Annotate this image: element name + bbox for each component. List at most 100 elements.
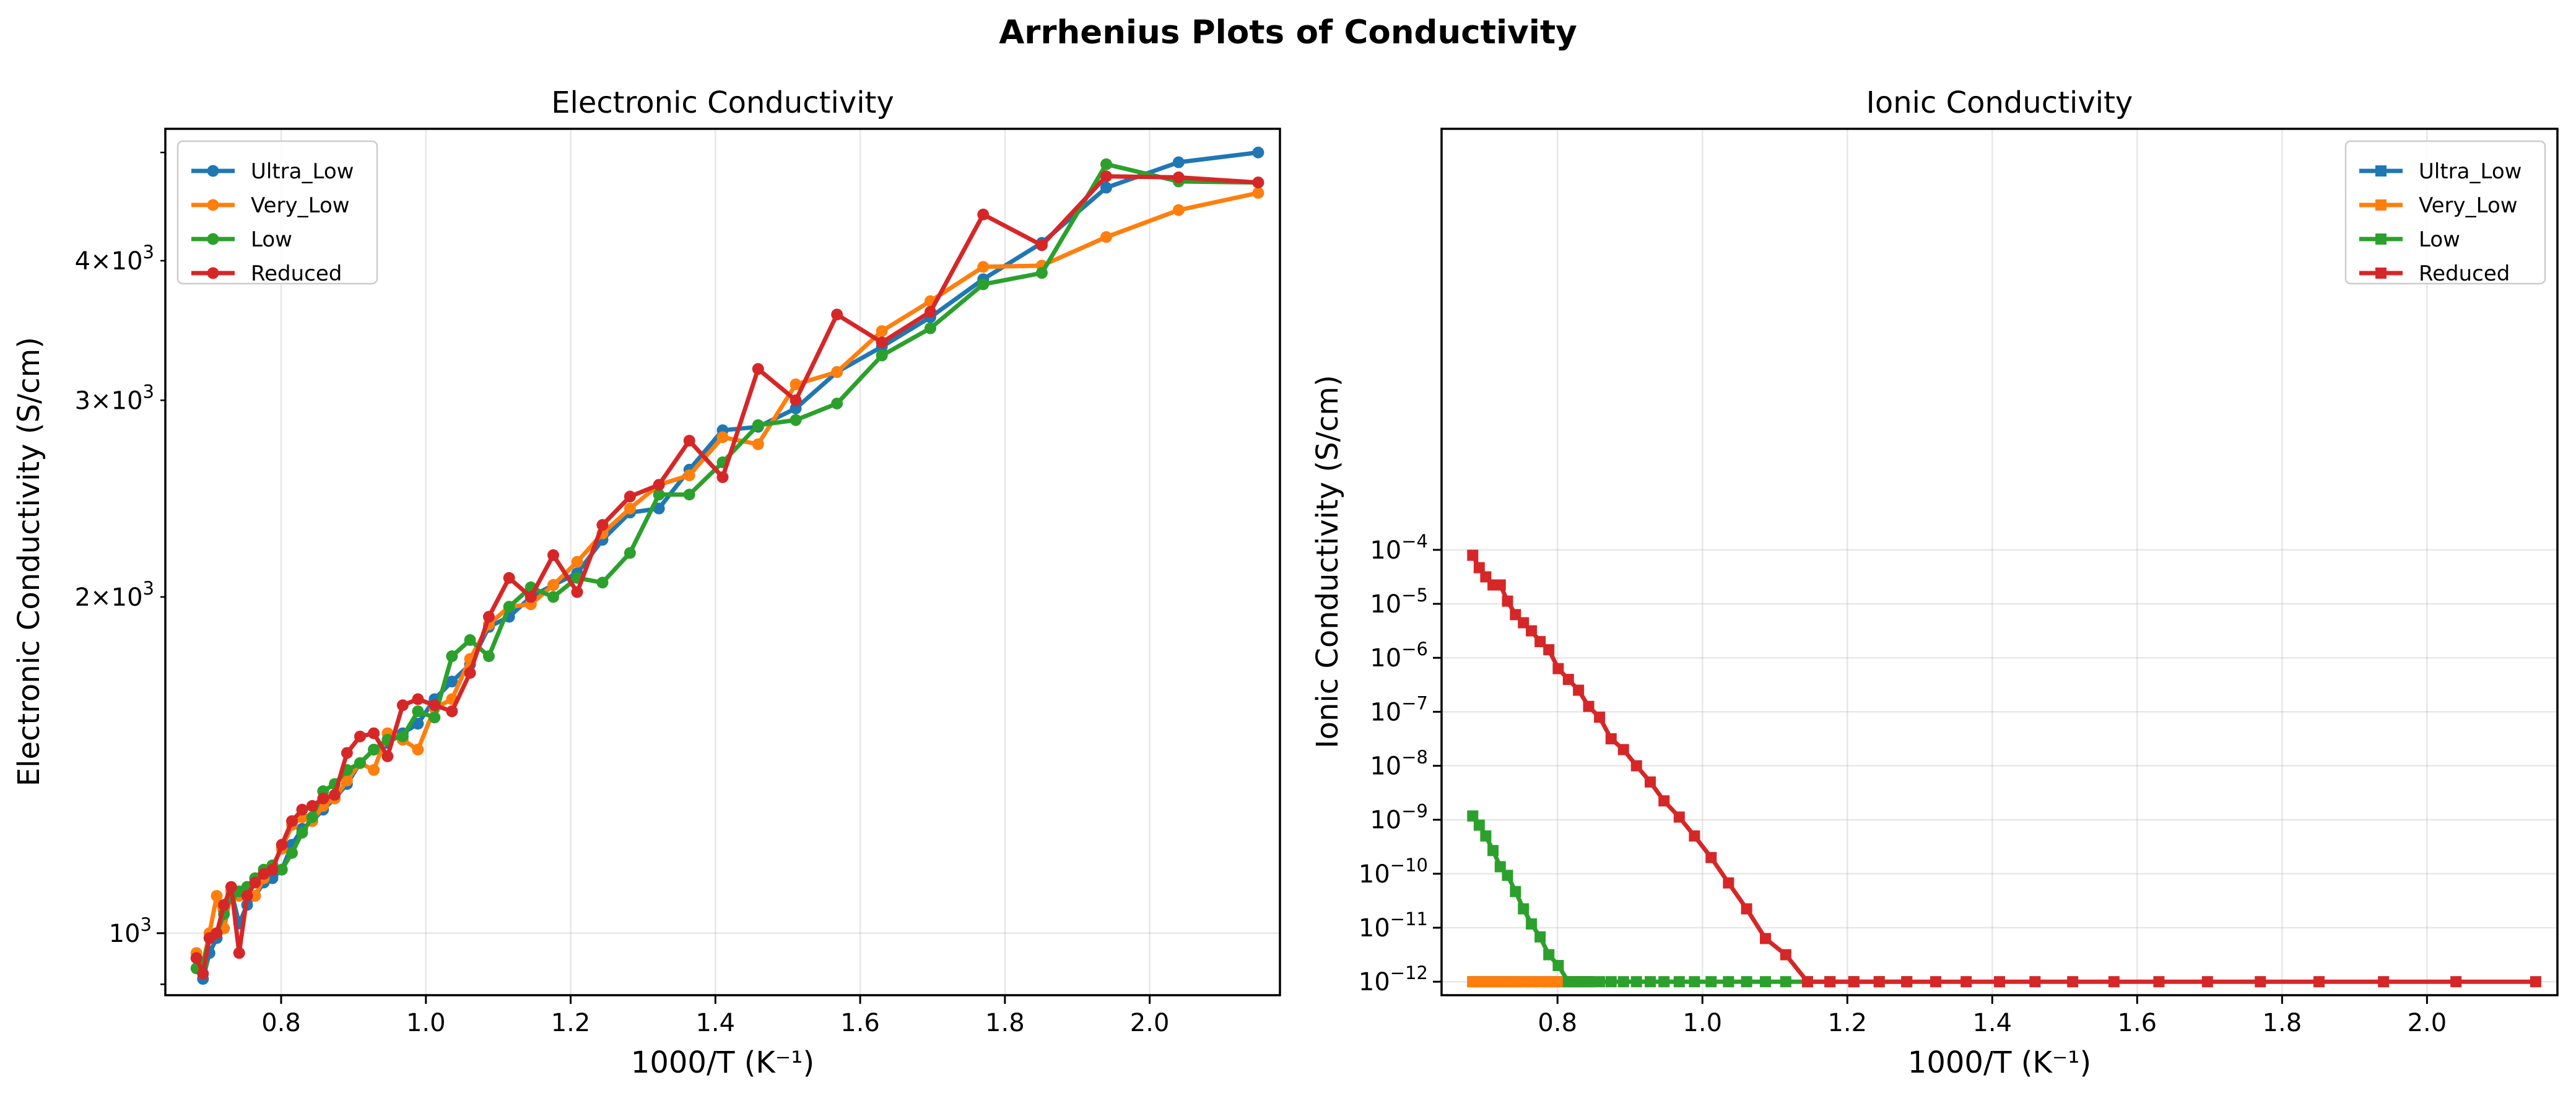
electronic-point-very-low (683, 469, 695, 482)
electronic-legend-marker-low (207, 233, 219, 245)
electronic-point-low (752, 419, 764, 432)
electronic-point-reduced (446, 705, 458, 718)
ionic-x-tick-label: 0.8 (1538, 1009, 1577, 1037)
ionic-point-reduced (1494, 579, 1506, 591)
electronic-point-low (624, 547, 636, 559)
ionic-point-reduced (1526, 625, 1538, 637)
electronic-point-reduced (218, 899, 230, 911)
ionic-point-reduced (2378, 976, 2390, 988)
ionic-point-reduced (2067, 976, 2079, 988)
electronic-point-very-low (571, 556, 583, 568)
electronic-point-reduced (977, 208, 990, 220)
ionic-point-reduced (1673, 811, 1685, 823)
electronic-y-minor-tick-label: 3×103 (75, 381, 154, 415)
electronic-y-tick-label: 103 (109, 914, 152, 948)
electronic-point-reduced (241, 890, 253, 902)
ionic-point-reduced (1543, 644, 1555, 656)
electronic-point-reduced (752, 363, 764, 375)
ionic-point-reduced (2153, 976, 2165, 988)
electronic-point-ultra-low (1172, 156, 1185, 168)
ionic-legend-marker-reduced (2375, 268, 2387, 279)
electronic-legend-marker-reduced (207, 267, 219, 279)
figure-title: Arrhenius Plots of Conductivity (999, 14, 1577, 51)
electronic-point-reduced (412, 693, 424, 705)
electronic-point-reduced (624, 490, 636, 503)
ionic-point-reduced (1873, 976, 1885, 988)
electronic-point-reduced (233, 947, 245, 959)
ionic-point-reduced (1801, 976, 1813, 988)
ionic-x-tick-label: 1.2 (1827, 1009, 1867, 1037)
ionic-point-reduced (1848, 976, 1860, 988)
ionic-point-reduced (1723, 877, 1734, 889)
electronic-point-reduced (503, 572, 515, 584)
electronic-point-reduced (1252, 176, 1264, 189)
ionic-point-reduced (1502, 595, 1513, 607)
ionic-point-very-low (1526, 976, 1538, 988)
electronic-point-reduced (381, 750, 394, 762)
electronic-point-very-low (341, 774, 353, 786)
ionic-point-low (1583, 976, 1595, 988)
ionic-x-tick-label: 1.6 (2118, 1009, 2157, 1037)
electronic-point-very-low (876, 325, 888, 338)
electronic-point-reduced (211, 927, 223, 939)
electronic-line-very-low (194, 191, 1259, 965)
ionic-point-reduced (2201, 976, 2213, 988)
electronic-point-reduced (329, 788, 341, 801)
electronic-point-reduced (225, 881, 237, 893)
ionic-y-tick-label: 10−4 (1370, 531, 1428, 565)
electronic-line-low (195, 162, 1258, 970)
electronic-point-very-low (1100, 231, 1112, 243)
electronic-point-very-low (716, 431, 729, 443)
ionic-conductivity-plot: Ionic Conductivity 0.8 1.0 1.2 1.4 1.6 1.8 2.0… (1310, 85, 2559, 1080)
electronic-point-low (876, 349, 888, 362)
electronic-point-ultra-low (266, 872, 279, 884)
electronic-x-tick-label: 1.6 (840, 1009, 880, 1037)
ionic-point-reduced (2108, 976, 2120, 988)
electronic-point-reduced (683, 435, 695, 447)
electronic-point-reduced (276, 839, 288, 851)
electronic-point-low (286, 847, 298, 859)
electronic-point-ultra-low (446, 676, 458, 688)
electronic-point-reduced (1035, 239, 1048, 251)
electronic-point-reduced (482, 611, 495, 623)
ionic-legend-label-very-low: Very_Low (2419, 193, 2518, 218)
ionic-point-low (1573, 976, 1585, 988)
electronic-point-very-low (368, 764, 380, 776)
ionic-x-axis-label: 1000/T (K⁻¹) (1908, 1045, 2091, 1080)
ionic-point-low (1510, 886, 1521, 897)
ionic-point-reduced (1824, 976, 1836, 988)
ionic-point-reduced (1901, 976, 1913, 988)
electronic-conductivity-plot: Electronic Conductivity 0.8 1.0 1.2 1.4 1.6 1… (12, 85, 1281, 1080)
electronic-point-low (547, 591, 559, 603)
electronic-grid (165, 129, 1280, 995)
electronic-point-reduced (368, 727, 380, 739)
ionic-point-reduced (2450, 976, 2462, 988)
electronic-point-low (503, 601, 515, 613)
ionic-point-reduced (1630, 760, 1642, 772)
ionic-point-low (1605, 976, 1617, 988)
ionic-x-tick-label: 1.4 (1972, 1009, 2012, 1037)
electronic-point-reduced (790, 394, 802, 406)
electronic-point-low (368, 743, 380, 756)
electronic-point-reduced (296, 803, 308, 816)
electronic-point-reduced (266, 863, 279, 876)
ionic-point-low (1473, 819, 1485, 831)
electronic-point-low (306, 811, 318, 824)
ionic-point-low (1594, 976, 1606, 988)
electronic-point-very-low (1172, 204, 1185, 216)
electronic-point-reduced (306, 800, 318, 812)
electronic-point-very-low (624, 502, 636, 515)
ionic-x-tick-label: 1.8 (2263, 1009, 2302, 1037)
electronic-y-minor-tick-label: 2×103 (75, 578, 154, 612)
electronic-point-reduced (190, 952, 202, 964)
electronic-point-reduced (286, 815, 298, 827)
electronic-point-reduced (396, 699, 409, 712)
electronic-point-reduced (317, 792, 329, 804)
electronic-legend-marker-very-low (207, 199, 219, 211)
ionic-point-low (1526, 918, 1538, 930)
ionic-point-reduced (1658, 795, 1670, 807)
ionic-point-reduced (1705, 852, 1717, 863)
ionic-point-low (1534, 931, 1546, 943)
ionic-point-low (1723, 976, 1734, 988)
electronic-legend: Ultra_Low Very_Low Low Reduced (176, 140, 378, 286)
